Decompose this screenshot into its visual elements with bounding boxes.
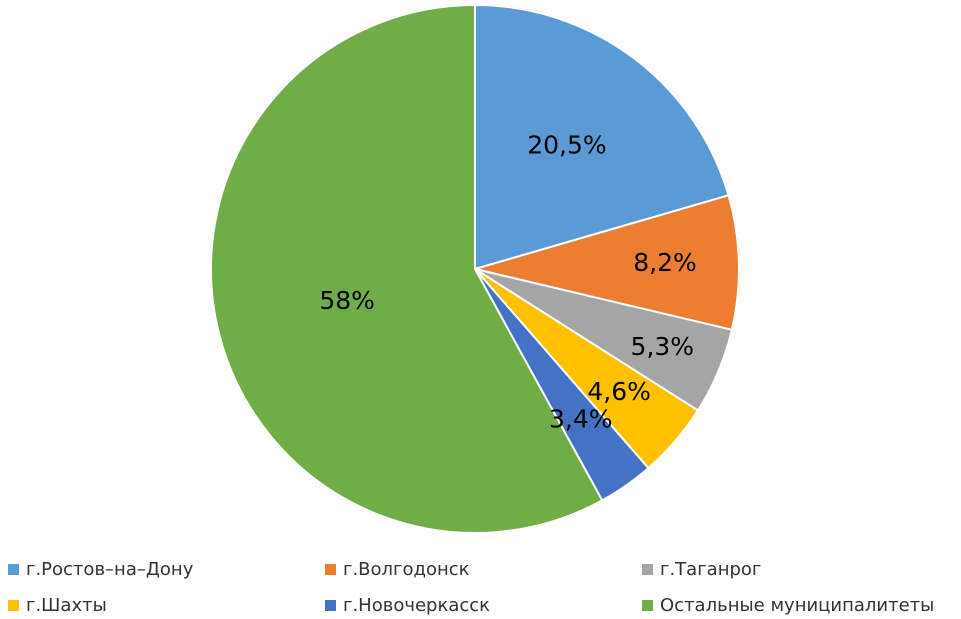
legend-swatch	[642, 563, 653, 575]
legend-label: г.Шахты	[26, 594, 107, 616]
legend-item-volgodonsk: г.Волгодонск	[325, 555, 470, 583]
legend-swatch	[8, 563, 19, 575]
legend-label: г.Волгодонск	[343, 558, 470, 580]
data-label-others: 58%	[319, 286, 375, 315]
legend-item-shakhty: г.Шахты	[8, 591, 107, 619]
legend-swatch	[325, 599, 336, 611]
data-label-rostov: 20,5%	[527, 131, 606, 160]
legend-label: Остальные муниципалитеты	[660, 594, 935, 616]
data-label-taganrog: 5,3%	[631, 332, 695, 361]
legend-item-others: Остальные муниципалитеты	[642, 591, 934, 619]
pie-slice-rostov	[474, 3, 730, 271]
legend-swatch	[8, 599, 19, 611]
legend-item-rostov: г.Ростов–на–Дону	[8, 555, 193, 583]
data-label-volgodonsk: 8,2%	[633, 248, 697, 277]
legend: г.Ростов–на–Дону г.Волгодонск г.Таганрог…	[0, 550, 961, 617]
pie-chart: 20,5% 8,2% 5,3% 4,6%3,4% 58%	[210, 3, 740, 534]
pie-slice-volgodonsk	[471, 194, 740, 332]
legend-swatch	[642, 599, 653, 611]
legend-label: г.Таганрог	[660, 558, 762, 580]
data-label-shakhty: 4,6%	[587, 377, 651, 406]
legend-label: г.Ростов–на–Дону	[26, 558, 194, 580]
legend-item-taganrog: г.Таганрог	[642, 555, 761, 583]
legend-item-novocherkassk: г.Новочеркасск	[325, 591, 490, 619]
pie-slice-others	[210, 3, 604, 534]
data-label-novocherkassk: 3,4%	[549, 405, 613, 434]
legend-label: г.Новочеркасск	[343, 594, 491, 616]
legend-swatch	[325, 563, 336, 575]
